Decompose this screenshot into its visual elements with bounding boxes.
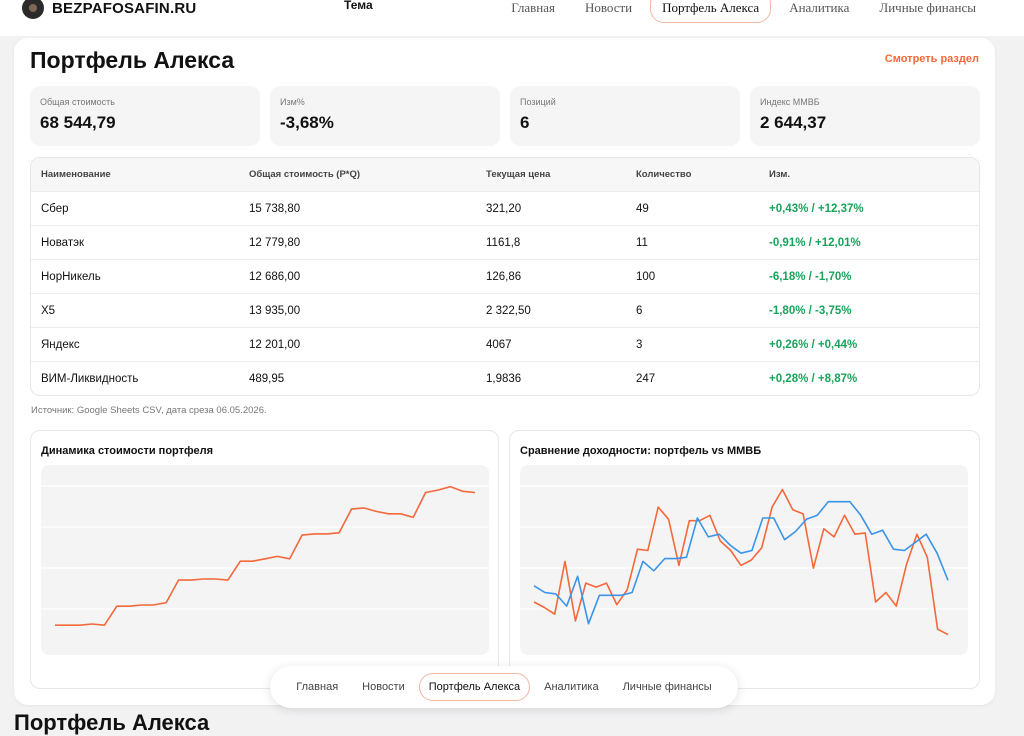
cell-total: 13 935,00 (249, 304, 301, 317)
top-nav-news[interactable]: Новости (584, 0, 633, 15)
top-bar: BEZPAFOSAFIN.RU Тема Главная Новости Пор… (0, 0, 1024, 36)
bottom-nav-personal-finance[interactable]: Личные финансы (622, 681, 712, 693)
source-note: Источник: Google Sheets CSV, дата среза … (31, 405, 267, 416)
stat-positions: Позиций 6 (510, 86, 740, 146)
stat-label: Изм% (280, 97, 305, 107)
stat-value: 6 (520, 113, 530, 132)
table-row: X5 13 935,00 2 322,50 6 -1,80% / -3,75% (31, 293, 979, 327)
chart-title: Сравнение доходности: портфель vs ММВБ (520, 445, 762, 457)
table-row: Сбер 15 738,80 321,20 49 +0,43% / +12,37… (31, 191, 979, 225)
table-row: ВИМ-Ликвидность 489,95 1,9836 247 +0,28%… (31, 361, 979, 395)
bottom-nav-portfolio[interactable]: Портфель Алекса (418, 673, 531, 701)
cell-quantity: 6 (636, 304, 643, 317)
table-row: Новатэк 12 779,80 1161,8 11 -0,91% / +12… (31, 225, 979, 259)
top-nav-personal-finance[interactable]: Личные финансы (879, 0, 976, 15)
brand-logo-icon (22, 0, 44, 19)
bottom-nav: Главная Новости Портфель Алекса Аналитик… (270, 666, 738, 708)
top-nav-home[interactable]: Главная (511, 0, 555, 15)
table-row: Яндекс 12 201,00 4067 3 +0,26% / +0,44% (31, 327, 979, 361)
portfolio-value-svg (41, 485, 489, 626)
view-section-link[interactable]: Смотреть раздел (884, 53, 979, 65)
cell-price: 126,86 (486, 270, 522, 283)
stat-moex-index: Индекс ММВБ 2 644,37 (750, 86, 980, 146)
table-row: НорНикель 12 686,00 126,86 100 -6,18% / … (31, 259, 979, 293)
cell-total: 489,95 (249, 372, 285, 385)
stat-total-value: Общая стоимость 68 544,79 (30, 86, 260, 146)
cell-change: +0,26% / +0,44% (769, 338, 858, 351)
series-line-0 (55, 485, 476, 626)
cell-price: 1,9836 (486, 372, 522, 385)
table-header-row: Наименование Общая стоимость (P*Q) Текущ… (31, 158, 979, 191)
cell-change: -6,18% / -1,70% (769, 270, 852, 283)
series-line-1 (533, 500, 949, 625)
cell-total: 12 779,80 (249, 236, 301, 249)
cell-quantity: 247 (636, 372, 656, 385)
stat-label: Индекс ММВБ (760, 97, 820, 107)
returns-comparison-svg (520, 485, 968, 636)
cell-quantity: 100 (636, 270, 656, 283)
chart-plot-area (520, 465, 968, 655)
bottom-nav-news[interactable]: Новости (362, 681, 405, 693)
cell-quantity: 3 (636, 338, 643, 351)
cell-quantity: 11 (636, 236, 648, 249)
stat-value: 2 644,37 (760, 113, 827, 132)
chart-plot-area (41, 465, 489, 655)
stat-value: 68 544,79 (40, 113, 116, 132)
stat-label: Позиций (520, 97, 556, 107)
stat-value: -3,68% (280, 113, 334, 132)
cell-change: +0,28% / +8,87% (769, 372, 858, 385)
page-title: Портфель Алекса (30, 47, 235, 73)
holdings-table: Наименование Общая стоимость (P*Q) Текущ… (30, 157, 980, 396)
next-section-title: Портфель Алекса (14, 710, 210, 735)
cell-quantity: 49 (636, 202, 649, 215)
bottom-nav-analytics[interactable]: Аналитика (544, 681, 599, 693)
portfolio-value-chart: Динамика стоимости портфеля (30, 430, 499, 689)
stat-label: Общая стоимость (40, 97, 115, 107)
cell-name: Сбер (41, 202, 69, 215)
stat-change-percent: Изм% -3,68% (270, 86, 500, 146)
stats-row: Общая стоимость 68 544,79 Изм% -3,68% По… (30, 86, 980, 146)
cell-change: +0,43% / +12,37% (769, 202, 864, 215)
brand[interactable]: BEZPAFOSAFIN.RU (22, 0, 196, 19)
column-header-total: Общая стоимость (P*Q) (249, 169, 361, 180)
cell-name: X5 (41, 304, 56, 317)
cell-name: НорНикель (41, 270, 101, 283)
cell-change: -0,91% / +12,01% (769, 236, 861, 249)
cell-total: 15 738,80 (249, 202, 301, 215)
column-header-price: Текущая цена (486, 169, 551, 180)
column-header-name: Наименование (41, 169, 111, 180)
top-nav-portfolio[interactable]: Портфель Алекса (650, 0, 772, 23)
theme-toggle[interactable]: Тема (344, 0, 373, 12)
column-header-change: Изм. (769, 169, 790, 180)
cell-total: 12 201,00 (249, 338, 301, 351)
top-nav: Главная Новости Портфель Алекса Аналитик… (499, 0, 988, 23)
returns-comparison-chart: Сравнение доходности: портфель vs ММВБ (509, 430, 980, 689)
cell-name: ВИМ-Ликвидность (41, 372, 139, 385)
cell-total: 12 686,00 (249, 270, 301, 283)
cell-name: Новатэк (41, 236, 84, 249)
cell-price: 1161,8 (486, 236, 521, 249)
cell-name: Яндекс (41, 338, 80, 351)
top-nav-analytics[interactable]: Аналитика (789, 0, 850, 15)
cell-price: 4067 (486, 338, 512, 351)
cell-change: -1,80% / -3,75% (769, 304, 852, 317)
series-line-0 (533, 488, 949, 636)
brand-name: BEZPAFOSAFIN.RU (52, 0, 197, 17)
column-header-quantity: Количество (636, 169, 692, 180)
cell-price: 321,20 (486, 202, 522, 215)
bottom-nav-home[interactable]: Главная (296, 681, 339, 693)
cell-price: 2 322,50 (486, 304, 531, 317)
chart-title: Динамика стоимости портфеля (41, 445, 213, 457)
